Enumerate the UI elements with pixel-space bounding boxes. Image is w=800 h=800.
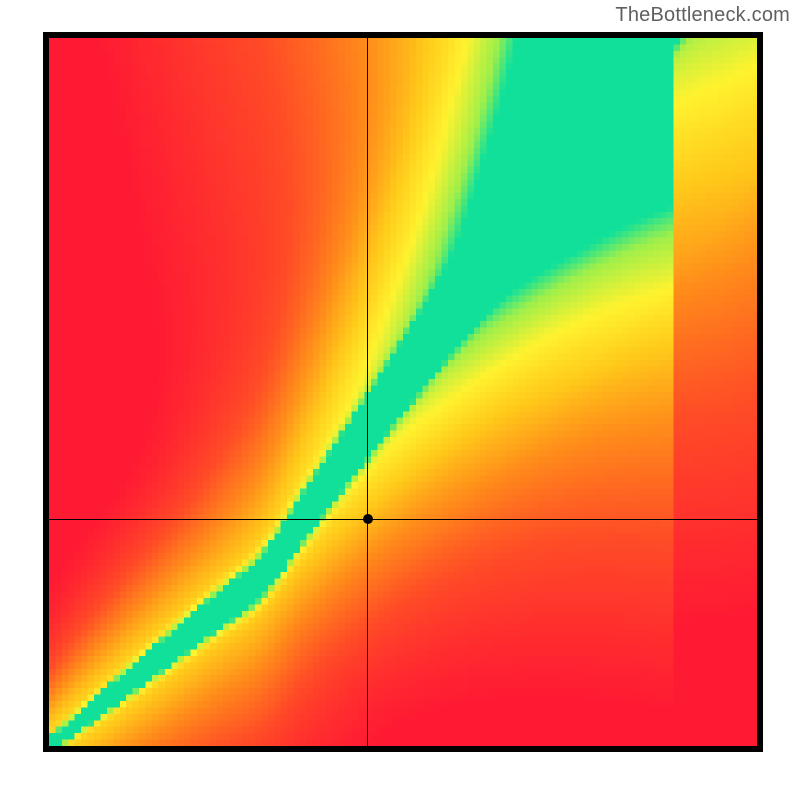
crosshair-vertical: [367, 38, 369, 746]
crosshair-horizontal: [49, 519, 757, 521]
crosshair-marker: [363, 514, 373, 524]
heatmap-canvas: [49, 38, 757, 746]
watermark-text: TheBottleneck.com: [615, 4, 790, 27]
chart-container: TheBottleneck.com: [0, 0, 800, 800]
